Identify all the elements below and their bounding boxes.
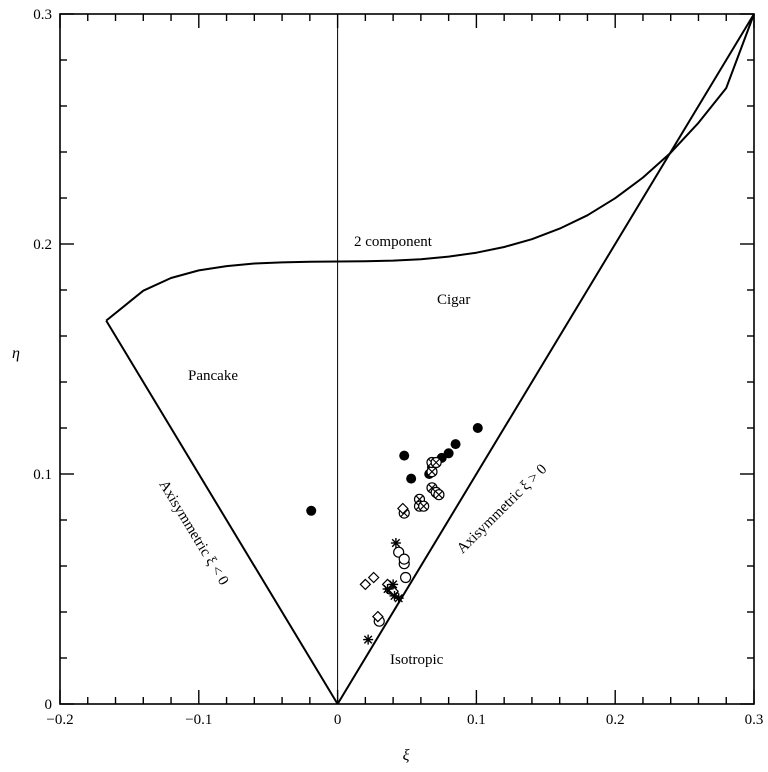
crossed-circle-stroke (428, 467, 436, 476)
annotation-axisymmetric-positive: Axisymmetric ξ > 0 (454, 461, 550, 557)
y-tick-label: 0.3 (33, 7, 52, 23)
crossed-circle-marker (433, 489, 445, 501)
x-tick-label: 0.1 (467, 712, 486, 728)
star-stroke (390, 591, 399, 601)
star-marker (382, 584, 393, 594)
axisymmetric-negative-line (105, 320, 339, 705)
open-diamond-marker (367, 571, 380, 584)
annotation-axisymmetric-negative: Axisymmetric ξ < 0 (155, 478, 231, 589)
boundaries (105, 13, 755, 705)
star-stroke (391, 538, 401, 548)
x-tick-label: 0 (334, 712, 342, 728)
star-stroke (363, 635, 373, 644)
open-circle-marker (398, 553, 410, 565)
y-axis-label: η (12, 345, 20, 362)
star-marker (393, 593, 404, 604)
open-diamond-marker (396, 502, 409, 515)
filled-circle-marker (443, 448, 454, 459)
crossed-circle-marker (426, 466, 438, 478)
annotation-isotropic: Isotropic (390, 652, 444, 668)
star-stroke (388, 580, 398, 589)
annotation-cigar: Cigar (437, 292, 470, 308)
crossed-circle-stroke (419, 502, 428, 511)
star-marker (363, 634, 374, 645)
two-component-curve (105, 13, 755, 322)
crossed-circle-stroke (400, 509, 409, 517)
star-stroke (394, 593, 403, 603)
plot-frame (59, 13, 755, 705)
x-tick-label: 0.2 (606, 712, 625, 728)
y-tick-label: 0 (45, 697, 53, 713)
open-diamond-marker (359, 578, 372, 591)
crossed-circle-marker (430, 456, 442, 469)
crossed-circle-marker (418, 500, 430, 512)
annotation-two-component: 2 component (354, 234, 433, 250)
y-tick-label: 0.2 (33, 237, 52, 253)
x-tick-label: 0.3 (745, 712, 764, 728)
axis-ticks (59, 13, 755, 705)
annotation-pancake: Pancake (188, 368, 238, 384)
y-tick-label: 0.1 (33, 467, 52, 483)
filled-circle-marker (306, 505, 317, 516)
star-marker (388, 579, 399, 590)
crossed-circle-stroke (435, 490, 443, 499)
filled-circle-marker (399, 450, 410, 461)
open-diamond-marker (372, 610, 384, 623)
open-circle-marker (400, 571, 412, 584)
filled-circle-marker (406, 473, 417, 484)
star-marker (390, 538, 401, 548)
crossed-circle-stroke (428, 483, 436, 492)
axisymmetric-positive-line (336, 13, 755, 705)
filled-circle-marker (450, 439, 461, 450)
axis-tick-labels: −0.2 −0.1 0 0.1 0.2 0.3 0 0.1 0.2 0.3 (33, 7, 763, 728)
data-markers (306, 423, 483, 645)
crossed-circle-stroke (432, 458, 441, 467)
filled-circle-marker (472, 423, 483, 433)
x-axis-label: ξ (403, 747, 410, 764)
x-tick-label: −0.2 (46, 712, 73, 728)
x-tick-label: −0.1 (185, 712, 212, 728)
